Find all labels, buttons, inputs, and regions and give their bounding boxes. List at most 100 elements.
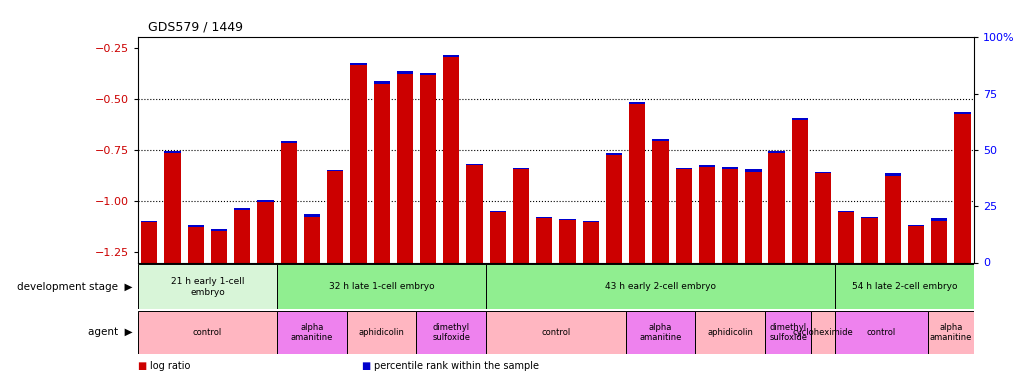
Bar	[187, 225, 204, 226]
Text: development stage  ▶: development stage ▶	[17, 282, 132, 292]
Bar	[625, 310, 695, 354]
Text: alpha
amanitine: alpha amanitine	[639, 323, 681, 342]
Bar	[582, 222, 598, 262]
Text: 43 h early 2-cell embryo: 43 h early 2-cell embryo	[604, 282, 715, 291]
Bar	[536, 217, 552, 218]
Bar	[930, 219, 947, 220]
Bar	[721, 168, 738, 262]
Bar	[234, 209, 250, 262]
Bar	[791, 118, 807, 120]
Bar	[164, 151, 180, 153]
Bar	[489, 211, 505, 212]
Text: ■: ■	[362, 361, 374, 370]
Bar	[698, 165, 714, 168]
Bar	[558, 219, 575, 262]
Bar	[861, 217, 876, 262]
Bar	[396, 72, 413, 262]
Bar	[811, 310, 834, 354]
Bar	[280, 142, 297, 262]
Text: GDS579 / 1449: GDS579 / 1449	[148, 21, 243, 34]
Bar	[138, 264, 277, 309]
Bar	[907, 226, 923, 262]
Text: aphidicolin: aphidicolin	[706, 328, 752, 337]
Bar	[954, 112, 970, 114]
Bar	[234, 209, 250, 210]
Bar	[513, 168, 529, 262]
Bar	[745, 171, 761, 262]
Text: control: control	[541, 328, 570, 337]
Bar	[416, 310, 486, 354]
Bar	[767, 151, 784, 153]
Bar	[187, 226, 204, 262]
Bar	[930, 219, 947, 262]
Bar	[838, 211, 854, 262]
Bar	[834, 264, 973, 309]
Text: control: control	[866, 328, 895, 337]
Bar	[327, 171, 343, 262]
Text: ■: ■	[138, 361, 150, 370]
Text: agent  ▶: agent ▶	[88, 327, 132, 338]
Bar	[141, 222, 157, 262]
Bar	[280, 141, 297, 143]
Bar	[536, 217, 552, 262]
Bar	[164, 152, 180, 262]
Bar	[350, 63, 366, 65]
Bar	[443, 56, 459, 262]
Bar	[838, 211, 854, 212]
Bar	[304, 214, 320, 216]
Text: aphidicolin: aphidicolin	[359, 328, 405, 337]
Bar	[629, 102, 645, 104]
Bar	[926, 310, 973, 354]
Text: control: control	[193, 328, 222, 337]
Bar	[277, 310, 346, 354]
Bar	[954, 113, 970, 262]
Bar	[629, 103, 645, 262]
Bar	[420, 74, 436, 262]
Text: 54 h late 2-cell embryo: 54 h late 2-cell embryo	[851, 282, 956, 291]
Bar	[814, 172, 830, 262]
Bar	[767, 152, 784, 262]
Bar	[466, 164, 482, 165]
Bar	[861, 217, 876, 218]
Text: 21 h early 1-cell
embryo: 21 h early 1-cell embryo	[170, 277, 244, 297]
Bar	[721, 167, 738, 170]
Bar	[652, 139, 667, 141]
Bar	[257, 201, 273, 262]
Bar	[652, 140, 667, 262]
Bar	[883, 174, 900, 262]
Bar	[675, 168, 691, 262]
Bar	[373, 82, 389, 262]
Text: alpha
amanitine: alpha amanitine	[290, 323, 333, 342]
Bar	[138, 310, 277, 354]
Text: log ratio: log ratio	[150, 361, 191, 370]
Bar	[605, 153, 622, 155]
Bar	[791, 119, 807, 262]
Bar	[834, 310, 926, 354]
Bar	[350, 64, 366, 262]
Bar	[443, 55, 459, 57]
Bar	[695, 310, 764, 354]
Bar	[883, 174, 900, 176]
Bar	[466, 164, 482, 262]
Bar	[605, 154, 622, 262]
Bar	[486, 264, 834, 309]
Bar	[420, 73, 436, 75]
Bar	[582, 221, 598, 222]
Bar	[814, 172, 830, 173]
Bar	[327, 170, 343, 171]
Text: alpha
amanitine: alpha amanitine	[928, 323, 971, 342]
Bar	[907, 225, 923, 226]
Text: dimethyl
sulfoxide: dimethyl sulfoxide	[432, 323, 470, 342]
Bar	[745, 170, 761, 171]
Text: 32 h late 1-cell embryo: 32 h late 1-cell embryo	[328, 282, 434, 291]
Bar	[558, 219, 575, 220]
Bar	[211, 229, 227, 231]
Bar	[396, 71, 413, 74]
Bar	[764, 310, 811, 354]
Text: percentile rank within the sample: percentile rank within the sample	[374, 361, 539, 370]
Bar	[346, 310, 416, 354]
Bar	[513, 168, 529, 169]
Bar	[141, 221, 157, 222]
Bar	[277, 264, 486, 309]
Bar	[698, 166, 714, 262]
